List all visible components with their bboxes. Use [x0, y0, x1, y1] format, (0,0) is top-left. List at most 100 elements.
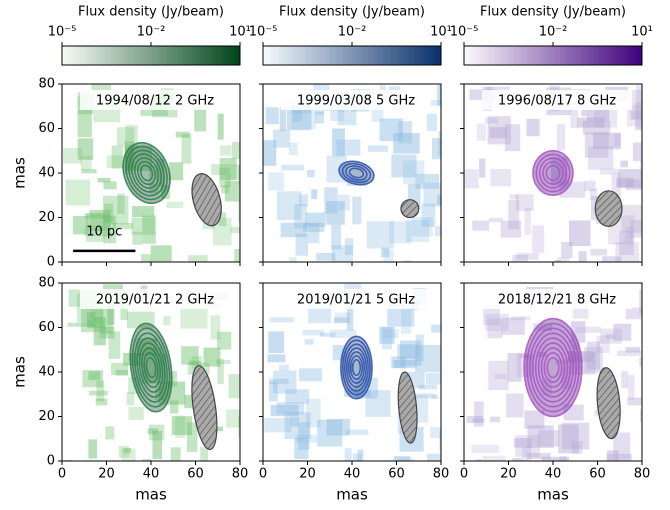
noise-patch: [593, 132, 621, 150]
noise-patch: [472, 418, 485, 423]
noise-patch: [590, 248, 608, 256]
noise-patch: [171, 416, 193, 436]
noise-patch: [625, 226, 633, 243]
noise-patch: [415, 344, 441, 373]
x-tick-label: 0: [58, 467, 66, 482]
noise-patch: [483, 305, 500, 326]
panel-label: 2019/01/21 2 GHz: [96, 293, 214, 308]
noise-patch: [142, 215, 156, 244]
noise-patch: [334, 312, 351, 323]
noise-patch: [88, 439, 98, 459]
noise-patch: [77, 109, 92, 138]
noise-patch: [578, 251, 587, 262]
noise-patch: [330, 110, 345, 121]
noise-patch: [155, 386, 164, 401]
source-fill: [340, 336, 373, 399]
x-tick-label: 80: [232, 467, 249, 482]
x-tick-label: 0: [460, 467, 468, 482]
contour: [136, 160, 157, 186]
panel-label-box: [281, 90, 431, 110]
noise-patch: [80, 156, 92, 171]
y-tick-label: 80: [38, 77, 55, 92]
noise-patch: [617, 350, 642, 356]
noise-patch: [306, 398, 321, 428]
noise-patch: [320, 332, 336, 337]
noise-patch: [132, 206, 155, 218]
noise-patch: [512, 254, 529, 262]
noise-patch: [393, 456, 411, 461]
y-tick-label: 60: [38, 121, 55, 136]
noise-patch: [389, 221, 412, 244]
noise-patch: [391, 356, 406, 368]
contour: [340, 335, 373, 400]
colorbar: [61, 45, 241, 66]
colorbar-label: Flux density (Jy/beam): [78, 5, 224, 20]
noise-patch: [142, 459, 152, 461]
noise-patch: [102, 195, 129, 225]
noise-patch: [418, 384, 438, 390]
noise-patch: [298, 422, 310, 450]
noise-patch: [107, 300, 115, 325]
noise-patch: [298, 368, 323, 382]
noise-patch: [507, 353, 522, 382]
noise-patch: [619, 230, 634, 256]
noise-patch: [415, 173, 440, 189]
noise-patch: [326, 418, 351, 436]
panel: [62, 283, 240, 461]
contour: [351, 358, 362, 377]
noise-patch: [221, 185, 230, 194]
noise-patch: [294, 203, 307, 229]
contour: [122, 141, 171, 205]
colorbar-tick-label: 10⁻⁵: [48, 25, 77, 40]
panel-label: 2018/12/21 8 GHz: [498, 293, 616, 308]
noise-patch: [635, 102, 642, 130]
noise-patch: [571, 441, 583, 454]
contour: [543, 352, 563, 384]
noise-patch: [466, 416, 484, 423]
x-tick-label: 60: [187, 467, 204, 482]
panel-bg: [62, 84, 240, 262]
x-tick-label: 60: [388, 467, 405, 482]
noise-patch: [640, 160, 642, 180]
noise-patch: [421, 203, 436, 227]
noise-patch: [561, 422, 590, 450]
colorbar-label: Flux density (Jy/beam): [480, 5, 626, 20]
colorbar-tick-label: 10⁻⁵: [249, 25, 278, 40]
noise-patch: [111, 362, 129, 375]
noise-patch: [464, 169, 479, 189]
noise-patch: [440, 86, 441, 97]
noise-patch: [611, 173, 621, 201]
noise-patch: [175, 131, 190, 138]
noise-patch: [381, 326, 393, 350]
noise-patch: [279, 107, 287, 132]
noise-patch: [471, 444, 500, 453]
noise-patch: [621, 371, 629, 389]
contour: [140, 347, 162, 388]
panel-label-box: [80, 289, 230, 309]
panel-label-box: [80, 90, 230, 110]
noise-patch: [474, 401, 484, 427]
noise-patch: [152, 430, 163, 460]
noise-patch: [219, 212, 227, 227]
contour: [131, 327, 171, 408]
contour: [534, 337, 572, 398]
panel-label: 1999/03/08 5 GHz: [297, 94, 415, 109]
noise-patch: [263, 140, 277, 166]
noise-patch: [625, 347, 640, 353]
noise-patch: [475, 458, 482, 461]
y-axis-label: mas: [11, 356, 29, 388]
noise-patch: [365, 390, 391, 417]
noise-patch: [181, 346, 199, 365]
noise-patch: [514, 438, 532, 448]
noise-patch: [188, 360, 201, 366]
noise-patch: [577, 117, 605, 128]
y-tick-label: 40: [38, 365, 55, 380]
noise-patch: [268, 381, 278, 402]
noise-patch: [430, 99, 441, 107]
noise-patch: [487, 318, 503, 339]
noise-patch: [400, 340, 422, 366]
noise-patch: [639, 289, 642, 315]
contour: [139, 164, 154, 182]
contour: [545, 164, 561, 182]
colorbar-tick-label: 10¹: [229, 25, 251, 40]
